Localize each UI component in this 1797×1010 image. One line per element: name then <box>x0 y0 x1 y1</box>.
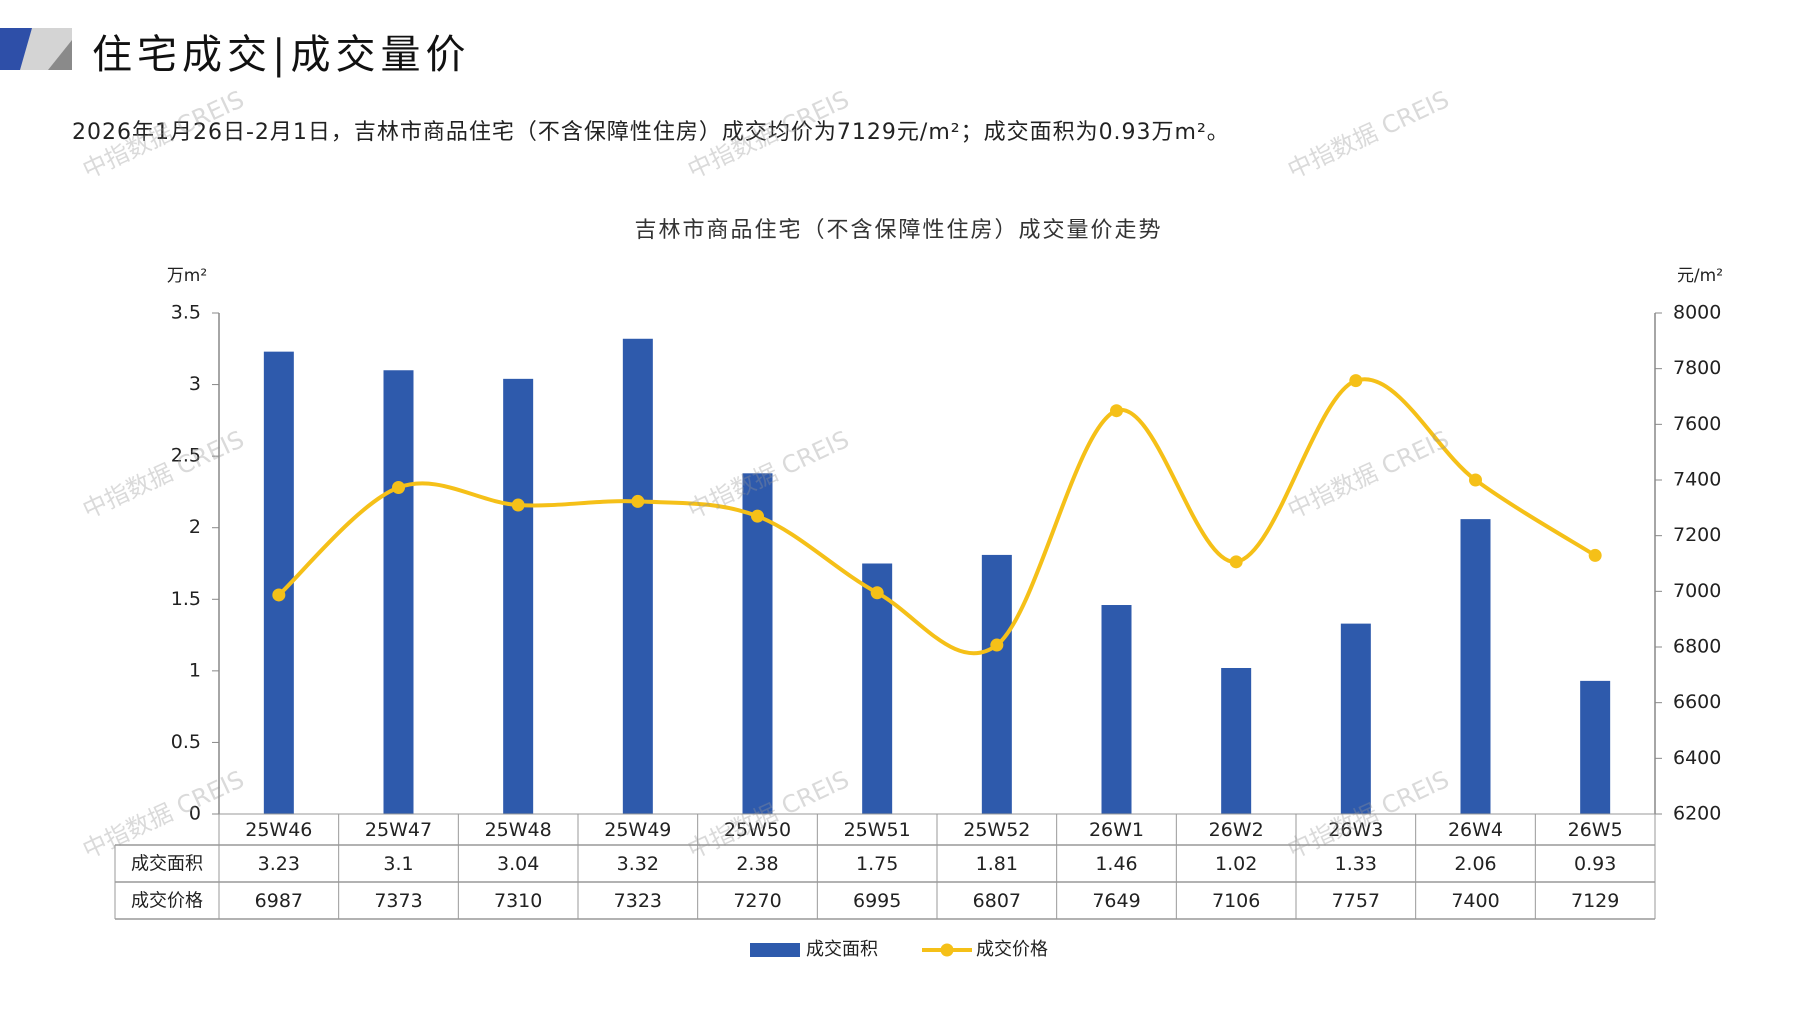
price-value-cell: 7649 <box>1092 890 1140 912</box>
price-value-cell: 6807 <box>973 890 1021 912</box>
left-tick-label: 2.5 <box>171 445 201 467</box>
legend-bar-swatch <box>750 943 800 957</box>
bar-25W47 <box>383 370 414 814</box>
price-point-25W51 <box>870 586 884 600</box>
area-value-cell: 3.04 <box>497 853 539 875</box>
price-point-25W52 <box>990 638 1004 652</box>
bar-25W51 <box>862 563 893 814</box>
price-value-cell: 6987 <box>255 890 303 912</box>
area-value-cell: 3.32 <box>617 853 659 875</box>
category-label: 25W46 <box>245 819 312 841</box>
category-label: 25W52 <box>963 819 1030 841</box>
area-value-cell: 3.23 <box>258 853 300 875</box>
bar-26W5 <box>1580 680 1611 814</box>
bar-26W2 <box>1221 667 1252 814</box>
price-point-26W4 <box>1469 473 1482 487</box>
bar-25W49 <box>622 338 653 814</box>
price-value-cell: 7310 <box>494 890 542 912</box>
area-value-cell: 1.33 <box>1335 853 1377 875</box>
area-value-cell: 3.1 <box>383 853 413 875</box>
price-value-cell: 7106 <box>1212 890 1260 912</box>
price-point-26W3 <box>1349 374 1363 388</box>
right-tick-label: 7000 <box>1673 580 1721 602</box>
price-point-26W2 <box>1229 555 1243 569</box>
category-label: 26W4 <box>1448 819 1503 841</box>
bar-25W52 <box>981 554 1012 814</box>
bar-26W3 <box>1340 623 1371 814</box>
category-label: 26W5 <box>1568 819 1623 841</box>
price-point-25W47 <box>392 481 405 495</box>
left-axis-unit: 万m² <box>167 266 207 286</box>
price-point-25W46 <box>272 588 286 602</box>
right-tick-label: 6800 <box>1673 636 1721 658</box>
right-tick-label: 7600 <box>1673 413 1721 435</box>
legend-bar-label: 成交面积 <box>806 939 878 960</box>
table-row-label-area: 成交面积 <box>131 854 203 875</box>
area-value-cell: 1.75 <box>856 853 898 875</box>
price-value-cell: 6995 <box>853 890 901 912</box>
left-tick-label: 3.5 <box>171 302 201 324</box>
price-point-25W50 <box>751 509 764 523</box>
area-value-cell: 0.93 <box>1574 853 1616 875</box>
price-value-cell: 7270 <box>733 890 781 912</box>
bar-25W50 <box>742 473 773 814</box>
right-tick-label: 6400 <box>1673 747 1721 769</box>
page-title: 住宅成交|成交量价 <box>92 32 471 78</box>
table-row-label-price: 成交价格 <box>131 891 203 912</box>
right-tick-label: 6600 <box>1673 691 1721 713</box>
bar-26W4 <box>1460 519 1491 814</box>
price-point-25W49 <box>631 494 645 508</box>
price-point-25W48 <box>511 498 525 512</box>
header-decoration <box>0 28 72 70</box>
price-value-cell: 7129 <box>1571 890 1619 912</box>
right-tick-label: 7400 <box>1673 469 1721 491</box>
right-tick-label: 6200 <box>1673 803 1721 825</box>
category-label: 26W1 <box>1089 819 1144 841</box>
area-value-cell: 1.02 <box>1215 853 1257 875</box>
category-label: 25W49 <box>604 819 671 841</box>
area-value-cell: 1.46 <box>1095 853 1137 875</box>
category-label: 26W2 <box>1209 819 1264 841</box>
legend-line-marker <box>940 943 954 957</box>
left-tick-label: 2 <box>189 516 201 538</box>
legend-line-label: 成交价格 <box>976 939 1048 960</box>
area-value-cell: 2.38 <box>736 853 778 875</box>
price-point-26W1 <box>1110 404 1123 418</box>
left-tick-label: 1.5 <box>171 588 201 610</box>
right-tick-label: 7800 <box>1673 357 1721 379</box>
bar-26W1 <box>1101 605 1132 814</box>
right-axis-unit: 元/m² <box>1677 266 1723 286</box>
area-value-cell: 1.81 <box>976 853 1018 875</box>
category-label: 25W50 <box>724 819 791 841</box>
summary-text: 2026年1月26日-2月1日，吉林市商品住宅（不含保障性住房）成交均价为712… <box>72 120 1230 145</box>
category-label: 25W47 <box>365 819 432 841</box>
category-label: 26W3 <box>1328 819 1383 841</box>
price-point-26W5 <box>1588 548 1602 562</box>
left-tick-label: 0 <box>189 803 201 825</box>
right-tick-label: 8000 <box>1673 302 1721 324</box>
left-tick-label: 1 <box>189 659 201 681</box>
left-tick-label: 0.5 <box>171 731 201 753</box>
chart-title: 吉林市商品住宅（不含保障性住房）成交量价走势 <box>634 218 1163 243</box>
bar-25W48 <box>503 378 534 814</box>
price-value-cell: 7400 <box>1451 890 1499 912</box>
price-value-cell: 7373 <box>374 890 422 912</box>
area-value-cell: 2.06 <box>1454 853 1496 875</box>
category-label: 25W51 <box>844 819 911 841</box>
price-value-cell: 7323 <box>614 890 662 912</box>
price-line <box>277 377 1597 656</box>
category-label: 25W48 <box>485 819 552 841</box>
right-tick-label: 7200 <box>1673 524 1721 546</box>
left-tick-label: 3 <box>189 373 201 395</box>
price-value-cell: 7757 <box>1332 890 1380 912</box>
